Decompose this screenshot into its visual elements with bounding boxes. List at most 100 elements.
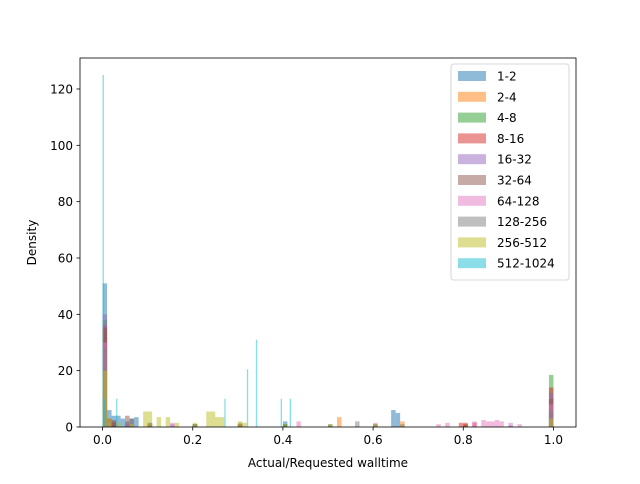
legend-swatch: [458, 133, 486, 144]
legend-label: 4-8: [497, 111, 517, 125]
legend-swatch: [458, 258, 486, 269]
histogram-bar: [174, 422, 180, 427]
y-tick-label: 80: [58, 195, 73, 209]
y-tick-label: 40: [58, 308, 73, 322]
x-tick-label: 0.6: [364, 433, 383, 447]
histogram-bar: [289, 398, 292, 427]
legend-label: 8-16: [497, 132, 524, 146]
histogram-bar: [102, 74, 104, 428]
legend-label: 1-2: [497, 70, 517, 84]
histogram-bar: [282, 424, 288, 427]
legend-label: 16-32: [497, 153, 532, 167]
histogram-bar: [147, 411, 153, 427]
legend-swatch: [458, 112, 486, 123]
histogram-bar: [143, 411, 148, 427]
series-1-2: [102, 283, 554, 427]
histogram-bar: [224, 398, 226, 427]
legend-swatch: [458, 71, 486, 81]
y-tick-label: 100: [50, 139, 73, 153]
plot-frame: [79, 57, 577, 428]
histogram-bar: [107, 418, 112, 427]
histogram-bar: [134, 417, 139, 427]
x-tick-label: 0.0: [93, 433, 112, 447]
x-axis-label: Actual/Requested walltime: [248, 456, 408, 470]
series-2-4: [102, 331, 554, 427]
series-256-512: [102, 370, 554, 427]
histogram-bar: [170, 422, 175, 427]
histogram-bar: [206, 411, 211, 427]
series-8-16: [102, 325, 554, 427]
series-64-128: [102, 342, 554, 427]
histogram-bar: [125, 424, 130, 427]
histogram-bar: [165, 417, 171, 427]
histogram-bar: [210, 411, 216, 427]
y-tick-label: 0: [65, 421, 73, 435]
legend-swatch: [458, 195, 486, 206]
y-axis-label: Density: [25, 220, 39, 266]
x-tick-label: 0.4: [273, 433, 292, 447]
histogram-bar: [111, 419, 117, 427]
legend-label: 2-4: [497, 90, 517, 104]
series-128-256: [102, 348, 554, 427]
histogram-bar: [490, 421, 495, 427]
histogram-bar: [548, 418, 554, 427]
x-axis-ticks: 0.0 0.2 0.4 0.6 0.8 1.0: [93, 427, 563, 447]
histogram-bar: [242, 422, 247, 427]
histogram-bar: [485, 421, 491, 427]
series-4-8: [102, 319, 554, 427]
histogram-bar: [337, 417, 342, 427]
histogram-bar: [458, 422, 464, 427]
y-axis-ticks: 0 20 40 60 80 100 120: [50, 82, 80, 435]
y-tick-label: 20: [58, 364, 73, 378]
series-512-1024: [102, 74, 292, 428]
x-tick-label: 0.2: [183, 433, 202, 447]
histogram-bar: [296, 421, 301, 427]
histogram-bar: [436, 424, 441, 427]
histogram-bar: [355, 421, 360, 427]
histogram-bar: [373, 424, 378, 427]
histogram-bar: [400, 421, 405, 427]
legend-swatch: [458, 91, 486, 102]
histogram-bar: [499, 421, 504, 427]
legend-swatch: [458, 175, 486, 185]
series-32-64: [102, 328, 554, 427]
histogram-bar: [129, 418, 135, 427]
histogram-bar: [125, 415, 130, 427]
y-tick-label: 60: [58, 251, 73, 265]
legend-label: 256-512: [497, 236, 547, 250]
histogram-bar: [255, 339, 258, 427]
histogram-bar: [103, 398, 106, 427]
y-tick-label: 120: [50, 82, 73, 96]
histogram-bar: [481, 419, 486, 427]
x-tick-label: 0.8: [454, 433, 473, 447]
histogram-bar: [246, 369, 249, 427]
histogram-bar: [192, 422, 198, 427]
legend-label: 32-64: [497, 174, 532, 188]
histogram-bar: [391, 410, 396, 427]
legend-label: 64-128: [497, 194, 540, 208]
histogram-bar: [445, 422, 450, 427]
legend: 1-2 2-4 4-8 8-16 16-32 32-64 64-128 128-256 256-…: [450, 63, 570, 281]
histogram-bar: [120, 418, 126, 427]
legend-label: 128-256: [497, 215, 547, 229]
histogram-bar: [215, 417, 220, 427]
histogram-bar: [156, 417, 162, 427]
legend-swatch: [458, 237, 486, 248]
histogram-bar: [129, 424, 135, 427]
histogram-bar: [328, 424, 333, 427]
histogram-bar: [508, 422, 513, 427]
histogram-bar: [472, 421, 477, 427]
bars-layer: [102, 74, 554, 428]
histogram-bar: [395, 412, 401, 427]
histogram-bar: [494, 419, 500, 427]
histogram-bar: [237, 421, 243, 427]
histogram-bar: [116, 398, 118, 427]
histogram-bar: [280, 398, 282, 427]
histogram-bar: [517, 424, 522, 427]
histogram-bar: [463, 422, 468, 427]
histogram-bar: [116, 415, 121, 427]
legend-label: 512-1024: [497, 257, 555, 271]
legend-swatch: [458, 216, 486, 227]
